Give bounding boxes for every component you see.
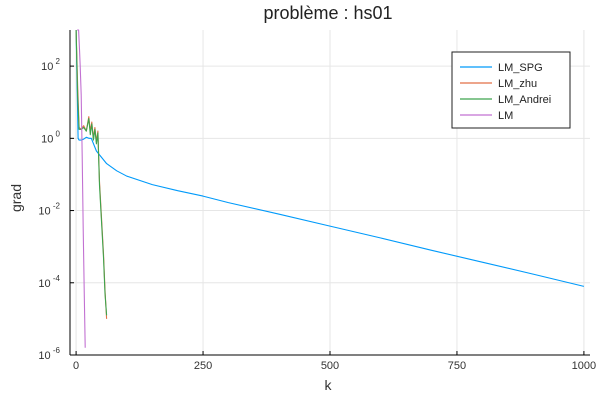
legend: LM_SPG LM_zhu LM_Andrei LM [451, 51, 571, 129]
x-tick-label: 250 [194, 360, 212, 372]
y-tick-base: 10 [41, 133, 53, 145]
y-tick-exponent: -6 [51, 346, 61, 355]
legend-label-lm: LM [498, 110, 513, 122]
series-lines [75, 29, 585, 348]
y-tick-exponent: -2 [51, 202, 61, 211]
x-tick-label: 500 [321, 360, 339, 372]
x-tick-label: 0 [73, 360, 79, 372]
y-tick-exponent: 2 [53, 57, 60, 66]
y-tick-base: 10 [38, 350, 50, 362]
y-tick-base: 10 [41, 61, 53, 73]
y-tick-label: 10 -2 [38, 202, 60, 218]
y-tick-label: 10 0 [41, 129, 60, 145]
series-line-lm-spg [75, 29, 585, 287]
x-tick-label: 1000 [572, 360, 596, 372]
y-tick-label: 10 2 [41, 57, 60, 73]
legend-label-lm-andrei: LM_Andrei [498, 94, 551, 106]
series-line-lm [77, 29, 86, 348]
y-tick-base: 10 [38, 206, 50, 218]
legend-label-lm-spg: LM_SPG [498, 62, 543, 74]
y-tick-exponent: -4 [51, 274, 61, 283]
y-tick-label: 10 -4 [38, 274, 60, 290]
legend-label-lm-zhu: LM_zhu [498, 78, 537, 90]
y-tick-label: 10 -6 [38, 346, 60, 362]
chart-title: problème : hs01 [263, 3, 392, 23]
series-line-lm-andrei [75, 29, 108, 316]
x-axis-label: k [325, 377, 333, 393]
y-tick-exponent: 0 [53, 129, 60, 138]
x-ticks: 0 250 500 750 1000 [73, 351, 596, 372]
x-tick-label: 750 [448, 360, 466, 372]
y-tick-base: 10 [38, 278, 50, 290]
y-ticks: 10 -610 -410 -210 010 2 [38, 57, 74, 362]
y-axis-label: grad [8, 184, 24, 212]
